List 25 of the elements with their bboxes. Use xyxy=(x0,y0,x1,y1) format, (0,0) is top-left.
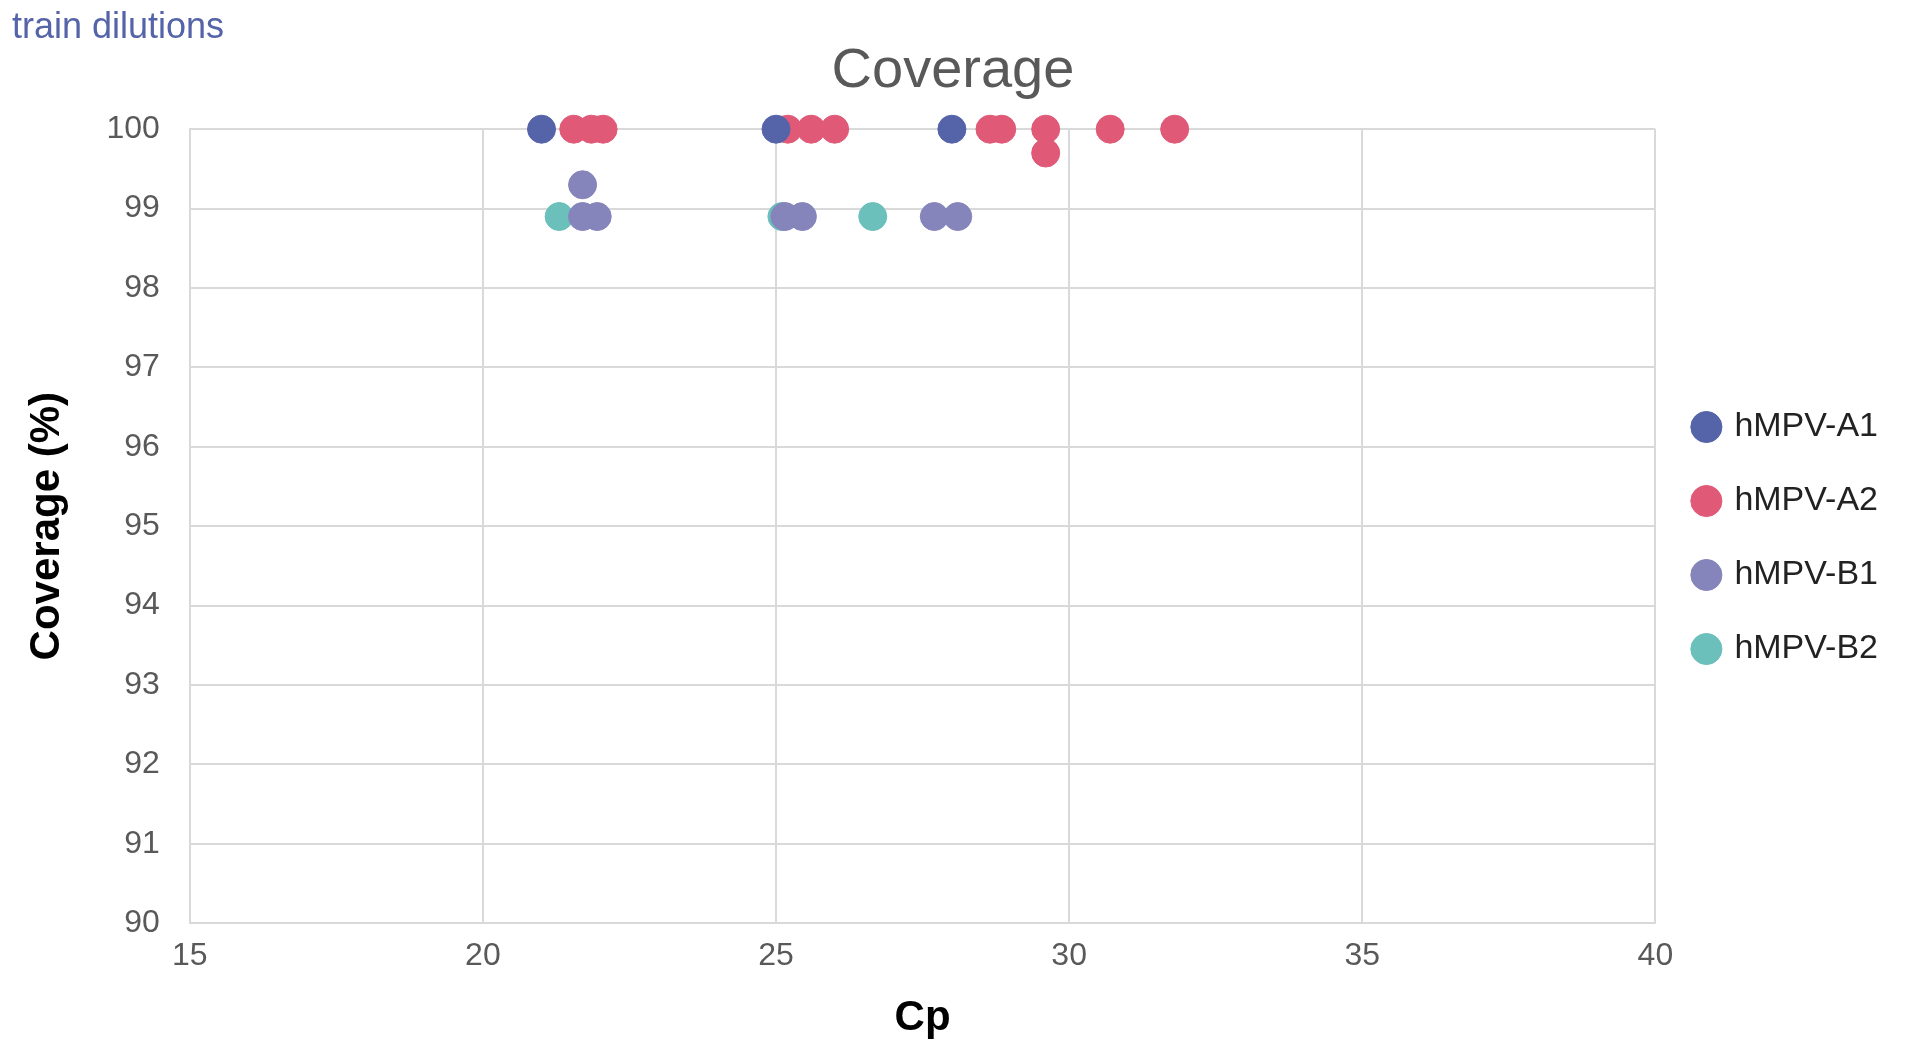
x-tick-label: 40 xyxy=(1637,936,1674,973)
x-tick-label: 20 xyxy=(465,936,501,973)
y-tick-label: 100 xyxy=(106,109,160,146)
y-tick-label: 99 xyxy=(124,188,160,225)
y-tick-label: 98 xyxy=(124,267,160,304)
legend-label: hMPV-A1 xyxy=(1734,405,1878,444)
chart-title: Coverage xyxy=(831,36,1075,100)
y-tick-label: 95 xyxy=(124,506,160,543)
x-tick-label: 35 xyxy=(1344,936,1381,973)
x-tick-label: 25 xyxy=(758,936,794,973)
text: train dilutions xyxy=(12,4,225,46)
y-tick-label: 92 xyxy=(124,744,160,781)
y-axis-title: Coverage (%) xyxy=(20,392,68,661)
y-tick-label: 94 xyxy=(124,585,160,622)
y-tick-label: 90 xyxy=(124,903,160,940)
x-tick-label: 30 xyxy=(1051,936,1087,973)
legend-label: hMPV-A2 xyxy=(1734,479,1878,518)
y-tick-label: 93 xyxy=(124,664,160,701)
legend-label: hMPV-B2 xyxy=(1734,627,1878,666)
y-tick-label: 91 xyxy=(124,823,160,860)
y-tick-label: 97 xyxy=(124,347,160,384)
x-tick-label: 15 xyxy=(171,936,208,973)
legend-label: hMPV-B1 xyxy=(1734,553,1878,592)
x-axis-title: Cp xyxy=(894,992,951,1040)
y-tick-label: 96 xyxy=(124,426,160,463)
